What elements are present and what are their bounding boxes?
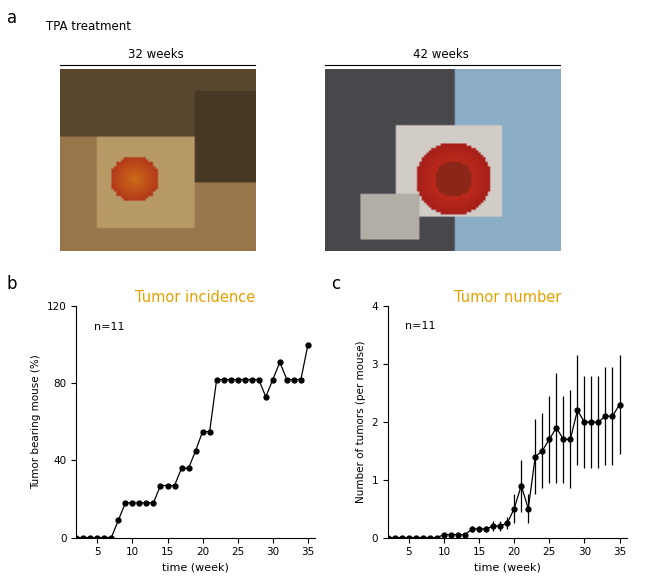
Text: 42 weeks: 42 weeks (413, 48, 469, 61)
Text: TPA treatment: TPA treatment (46, 20, 131, 33)
Title: Tumor incidence: Tumor incidence (135, 290, 256, 305)
Text: c: c (332, 275, 341, 292)
X-axis label: time (week): time (week) (162, 563, 229, 573)
Title: Tumor number: Tumor number (453, 290, 561, 305)
Text: n=11: n=11 (93, 322, 124, 332)
Text: b: b (7, 275, 17, 292)
Text: 32 weeks: 32 weeks (128, 48, 184, 61)
Text: a: a (7, 9, 17, 27)
Y-axis label: Number of tumors (per mouse): Number of tumors (per mouse) (356, 340, 366, 503)
X-axis label: time (week): time (week) (474, 563, 540, 573)
Text: n=11: n=11 (405, 321, 436, 331)
Y-axis label: Tumor bearing mouse (%): Tumor bearing mouse (%) (31, 354, 41, 490)
